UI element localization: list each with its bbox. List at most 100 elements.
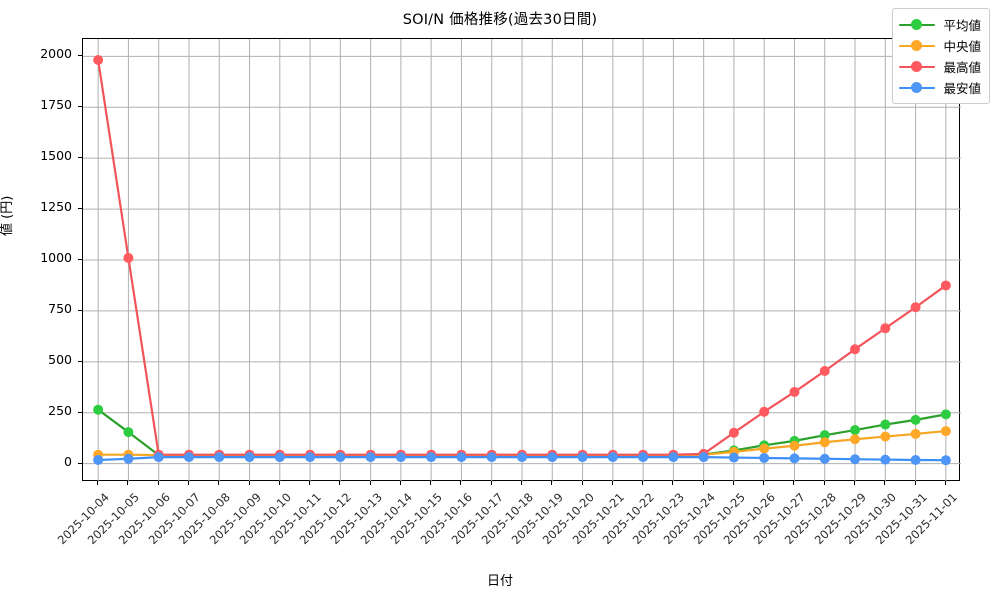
- grid-lines: [83, 39, 961, 482]
- y-tick-label: 500: [48, 351, 72, 367]
- x-tick-mark: [490, 481, 492, 485]
- legend-item-2[interactable]: 中央値: [899, 35, 981, 56]
- data-point: [850, 454, 861, 465]
- data-point: [910, 302, 921, 313]
- x-axis-label: 日付: [486, 574, 513, 589]
- data-point: [638, 452, 649, 463]
- data-point: [940, 280, 951, 291]
- data-point: [698, 452, 709, 463]
- x-tick-mark: [309, 481, 311, 485]
- x-tick-mark: [551, 481, 553, 485]
- chart-legend: 平均値中央値最高値最安値: [892, 8, 990, 104]
- legend-swatch-icon: [899, 60, 936, 74]
- x-tick-mark: [248, 481, 250, 485]
- x-tick-mark: [369, 481, 371, 485]
- x-tick-mark: [521, 481, 522, 485]
- data-point: [517, 452, 527, 463]
- x-tick-mark: [399, 481, 401, 485]
- data-point: [819, 437, 830, 448]
- data-point: [395, 452, 406, 463]
- data-point: [910, 455, 921, 465]
- data-point: [940, 409, 951, 420]
- data-point: [214, 452, 225, 463]
- x-tick-mark: [793, 481, 795, 485]
- legend-label: 中央値: [943, 39, 981, 54]
- x-tick-mark: [97, 481, 99, 485]
- data-point: [365, 452, 376, 463]
- data-point: [910, 414, 921, 425]
- x-tick-mark: [611, 481, 613, 485]
- x-tick-mark: [672, 481, 674, 485]
- data-point: [577, 452, 588, 463]
- data-point: [426, 452, 437, 463]
- data-point: [183, 452, 194, 463]
- data-point: [123, 252, 134, 263]
- y-tick-mark: [78, 106, 82, 108]
- x-tick-mark: [581, 481, 583, 485]
- x-tick-mark: [127, 481, 129, 485]
- y-tick-label: 0: [64, 453, 72, 469]
- y-tick-label: 1250: [40, 199, 72, 215]
- x-tick-mark: [642, 481, 644, 485]
- data-point: [607, 452, 618, 463]
- x-tick-mark: [944, 481, 946, 485]
- data-point: [819, 366, 830, 376]
- y-tick-label: 750: [48, 300, 72, 316]
- y-tick-mark: [78, 55, 82, 57]
- data-point: [759, 452, 770, 463]
- data-point: [93, 54, 104, 65]
- legend-swatch-icon: [899, 39, 936, 53]
- plot-svg: [83, 39, 961, 482]
- data-point: [123, 453, 134, 464]
- data-point: [940, 455, 951, 466]
- data-point: [940, 426, 951, 437]
- y-tick-mark: [78, 258, 82, 260]
- chart-figure: SOI/N 価格推移(過去30日間) 値 (円) 日付 0 250 500 750 10…: [0, 8, 990, 589]
- y-tick-mark: [78, 208, 82, 210]
- x-tick-mark: [218, 481, 220, 485]
- plot-area: [82, 38, 961, 482]
- data-point: [850, 425, 861, 436]
- legend-swatch-icon: [899, 81, 936, 95]
- x-tick-mark: [187, 481, 189, 485]
- data-point: [244, 452, 255, 463]
- y-tick-mark: [78, 309, 82, 311]
- data-point: [335, 452, 346, 463]
- data-point: [547, 452, 558, 463]
- data-point: [880, 419, 891, 430]
- data-point: [850, 434, 861, 445]
- data-point: [789, 440, 800, 451]
- series-lines: [93, 54, 951, 466]
- data-point: [274, 452, 285, 463]
- legend-label: 平均値: [943, 18, 981, 33]
- y-tick-label: 2000: [40, 46, 72, 62]
- y-tick-mark: [78, 360, 82, 362]
- legend-item-3[interactable]: 最高値: [899, 56, 981, 77]
- data-point: [819, 453, 830, 464]
- data-point: [728, 452, 739, 463]
- legend-label: 最高値: [943, 60, 981, 75]
- data-point: [789, 386, 800, 397]
- data-point: [728, 427, 739, 438]
- y-tick-mark: [78, 462, 82, 464]
- data-point: [850, 344, 861, 355]
- x-tick-mark: [823, 481, 825, 485]
- y-tick-mark: [78, 157, 82, 159]
- legend-item-1[interactable]: 平均値: [899, 14, 981, 35]
- y-tick-label: 1000: [40, 249, 72, 265]
- x-tick-mark: [854, 481, 856, 485]
- x-tick-mark: [914, 481, 916, 485]
- data-point: [153, 452, 164, 463]
- data-point: [880, 454, 891, 465]
- chart-title: SOI/N 価格推移(過去30日間): [402, 12, 598, 28]
- data-point: [759, 443, 770, 454]
- x-tick-mark: [884, 481, 886, 485]
- y-tick-mark: [78, 411, 82, 413]
- y-tick-label: 250: [48, 402, 72, 418]
- data-point: [910, 428, 921, 439]
- x-tick-mark: [339, 481, 341, 485]
- legend-item-4[interactable]: 最安値: [899, 77, 981, 98]
- data-point: [880, 431, 891, 442]
- data-point: [456, 452, 467, 463]
- y-tick-label: 1500: [40, 148, 72, 164]
